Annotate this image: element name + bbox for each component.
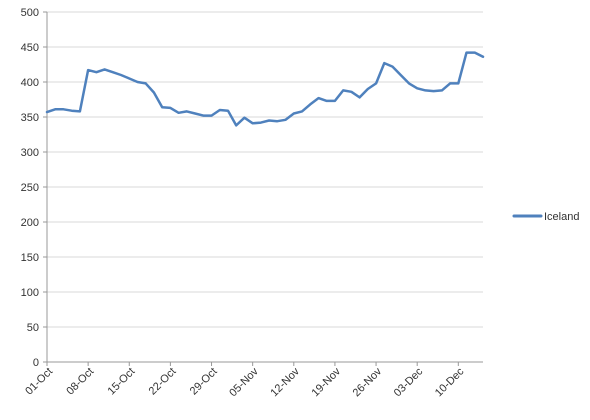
legend-label-iceland: Iceland [544,211,579,223]
x-tick-label: 22-Oct [147,366,179,398]
x-tick-label: 19-Nov [309,365,343,399]
series-line-iceland [45,51,485,127]
x-tick-label: 08-Oct [64,366,96,398]
x-tick-label: 03-Dec [392,365,426,399]
x-tick-label: 05-Nov [227,365,261,399]
x-tick-label: 15-Oct [106,366,138,398]
y-tick-label: 0 [33,357,39,369]
series-layer [45,51,485,127]
y-tick-label: 100 [21,287,39,299]
y-tick-label: 350 [21,112,39,124]
axes [46,12,483,363]
y-tick-label: 50 [27,322,39,334]
y-tick-label: 300 [21,147,39,159]
legend: Iceland [512,211,579,223]
x-tick-label: 26-Nov [351,365,385,399]
y-tick-label: 400 [21,77,39,89]
x-tick-label: 12-Nov [268,365,302,399]
y-tick-label: 200 [21,217,39,229]
y-tick-label: 500 [21,7,39,19]
y-tick-label: 450 [21,42,39,54]
x-tick-label: 29-Oct [188,366,220,398]
x-axis-tick-labels: 01-Oct 08-Oct 15-Oct 22-Oct 29-Oct 05-Nov 12-N… [23,362,467,399]
x-tick-label: 10-Dec [433,365,467,399]
y-tick-label: 150 [21,252,39,264]
gridlines [43,11,483,363]
y-tick-label: 250 [21,182,39,194]
y-axis-tick-labels: 0 50 100 150 200 250 300 350 400 450 500 [21,7,39,369]
x-tick-label: 01-Oct [23,366,55,398]
